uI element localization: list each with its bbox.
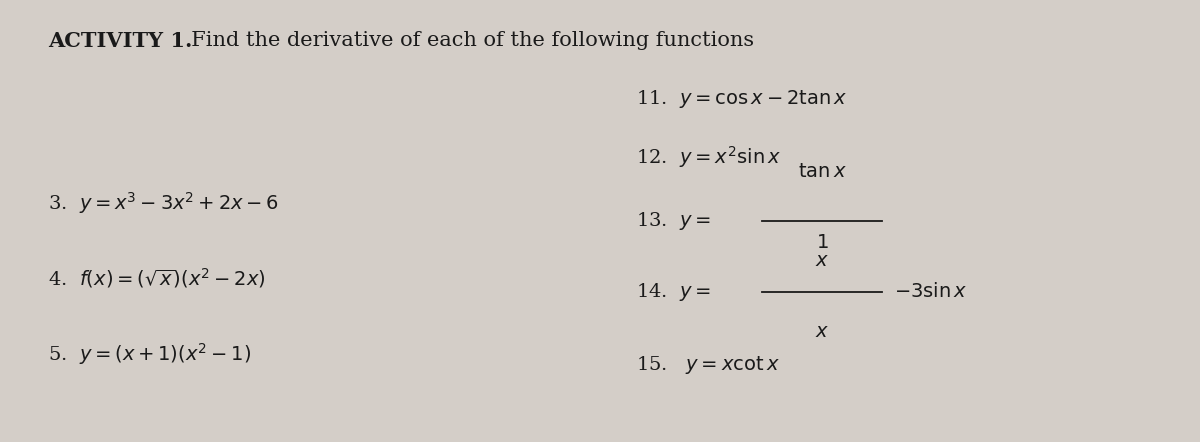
Text: $\tan x$: $\tan x$: [798, 163, 846, 181]
Text: 13.  $y = $: 13. $y = $: [636, 210, 712, 232]
Text: 15.   $y = x \cot x$: 15. $y = x \cot x$: [636, 354, 780, 376]
Text: 3.  $y = x^3 - 3x^2 + 2x - 6$: 3. $y = x^3 - 3x^2 + 2x - 6$: [48, 191, 280, 216]
Text: $x$: $x$: [815, 323, 829, 341]
Text: 11.  $y = \cos x - 2\tan x$: 11. $y = \cos x - 2\tan x$: [636, 88, 847, 110]
Text: Find the derivative of each of the following functions: Find the derivative of each of the follo…: [178, 31, 754, 50]
Text: 14.  $y = $: 14. $y = $: [636, 281, 712, 303]
Text: 4.  $f(x) = (\sqrt{x})(x^2 - 2x)$: 4. $f(x) = (\sqrt{x})(x^2 - 2x)$: [48, 267, 265, 290]
Text: $- 3 \sin x$: $- 3 \sin x$: [894, 282, 967, 301]
Text: $x$: $x$: [815, 252, 829, 270]
Text: 12.  $y = x^2 \sin x$: 12. $y = x^2 \sin x$: [636, 144, 781, 170]
Text: ACTIVITY 1.: ACTIVITY 1.: [48, 31, 192, 51]
Text: $1$: $1$: [816, 234, 828, 252]
Text: 5.  $y = (x + 1)(x^2 - 1)$: 5. $y = (x + 1)(x^2 - 1)$: [48, 341, 251, 366]
